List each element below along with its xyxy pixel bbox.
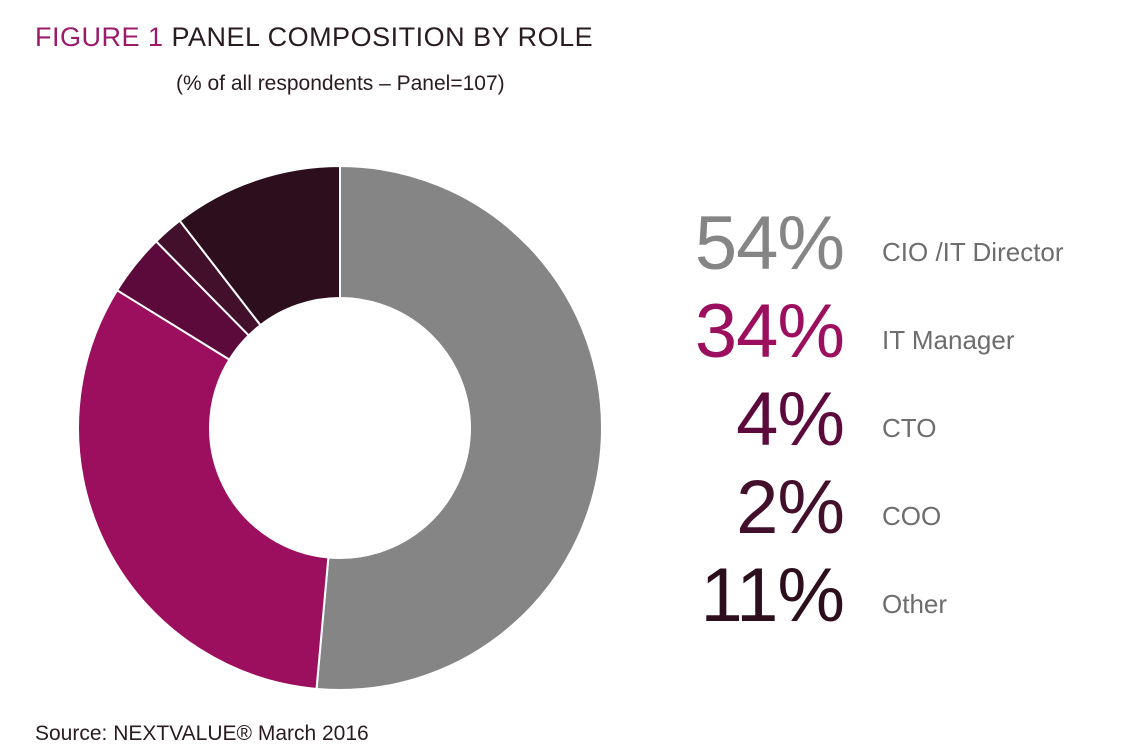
donut-slice-other [178, 164, 341, 327]
figure-label: FIGURE 1 [35, 22, 164, 52]
figure-title-text: PANEL COMPOSITION BY ROLE [171, 22, 594, 52]
legend-label-coo: COO [882, 501, 942, 531]
donut-chart [77, 164, 603, 691]
legend-row-cto: 4% CTO [690, 376, 1130, 464]
legend-row-coo: 2% COO [690, 464, 1130, 552]
donut-slice-cio [315, 164, 603, 691]
legend: 54% CIO /IT Director 34% IT Manager 4% C… [690, 200, 1130, 640]
source-note: Source: NEXTVALUE® March 2016 [35, 722, 369, 745]
legend-value-other: 11% [700, 553, 845, 638]
figure-title: FIGURE 1 PANEL COMPOSITION BY ROLE [35, 22, 593, 53]
legend-label-cto: CTO [882, 413, 937, 443]
legend-row-cio: 54% CIO /IT Director [690, 200, 1130, 288]
legend-label-it-manager: IT Manager [882, 325, 1015, 355]
legend-value-cio: 54% [694, 201, 845, 286]
legend-label-cio: CIO /IT Director [882, 237, 1064, 267]
legend-row-other: 11% Other [690, 552, 1130, 640]
donut-slice-it-manager [77, 288, 330, 691]
legend-value-coo: 2% [736, 465, 845, 550]
legend-label-other: Other [882, 589, 948, 619]
figure-subtitle: (% of all respondents – Panel=107) [176, 72, 505, 95]
legend-value-cto: 4% [736, 377, 845, 462]
legend-value-it-manager: 34% [694, 289, 845, 374]
legend-row-it-manager: 34% IT Manager [690, 288, 1130, 376]
